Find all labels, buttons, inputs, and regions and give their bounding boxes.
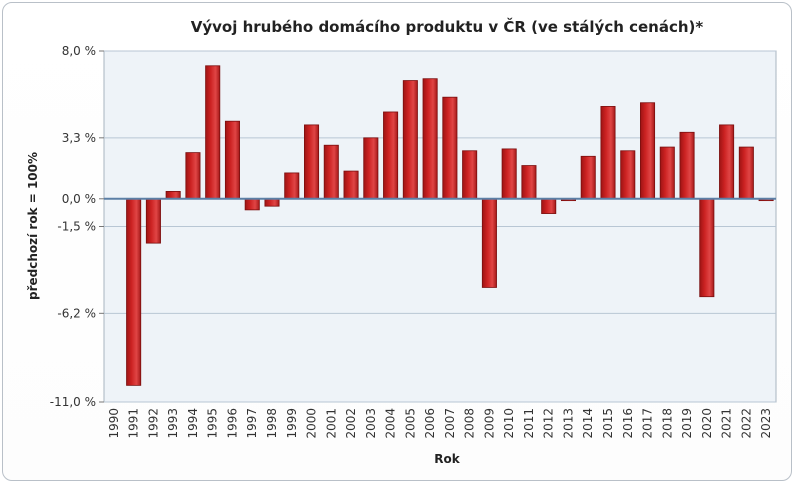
bar-2004 <box>383 111 399 200</box>
bar-2019 <box>679 131 695 200</box>
bar-2018 <box>659 146 675 200</box>
bar-1992 <box>145 198 161 244</box>
bar-1993 <box>165 190 181 200</box>
x-tick-label: 2016 <box>621 408 635 439</box>
bar-1999 <box>284 172 300 200</box>
bar-2022 <box>738 146 754 200</box>
bar-2002 <box>343 170 359 200</box>
y-tick-label: -11,0 % <box>50 395 96 409</box>
x-tick-label: 1990 <box>107 408 121 439</box>
x-tick-label: 2007 <box>443 408 457 439</box>
x-tick-label: 2004 <box>384 408 398 439</box>
x-tick-label: 2008 <box>463 408 477 439</box>
bar-1996 <box>224 120 240 200</box>
bar-2017 <box>640 102 656 200</box>
y-axis-label: předchozí rok = 100% <box>26 152 40 300</box>
y-tick-label: 0,0 % <box>62 192 96 206</box>
x-tick-label: 2012 <box>542 408 556 439</box>
x-tick-label: 2023 <box>759 408 773 439</box>
x-tick-label: 2019 <box>680 408 694 439</box>
x-tick-label: 2005 <box>403 408 417 439</box>
bar-2006 <box>422 78 438 200</box>
x-tick-label: 2015 <box>601 408 615 439</box>
x-tick-label: 2002 <box>344 408 358 439</box>
x-tick-label: 1998 <box>265 408 279 439</box>
x-tick-label: 2001 <box>324 408 338 439</box>
bar-2008 <box>462 150 478 200</box>
bar-2020 <box>699 198 715 298</box>
y-tick-label: -1,5 % <box>57 220 96 234</box>
bar-2007 <box>442 96 458 200</box>
chart-title: Vývoj hrubého domácího produktu v ČR (ve… <box>191 17 704 36</box>
x-tick-label: 2018 <box>660 408 674 439</box>
bar-2011 <box>521 165 537 200</box>
bar-2001 <box>323 144 339 200</box>
x-tick-label: 1997 <box>245 408 259 439</box>
y-tick-label: 8,0 % <box>62 44 96 58</box>
bar-2012 <box>541 198 557 214</box>
y-tick-label: 3,3 % <box>62 131 96 145</box>
x-tick-label: 1996 <box>225 408 239 439</box>
bar-2016 <box>620 150 636 200</box>
x-tick-label: 2009 <box>482 408 496 439</box>
bar-2009 <box>481 198 497 288</box>
x-tick-label: 1992 <box>146 408 160 439</box>
bar-2014 <box>580 155 596 200</box>
x-tick-label: 2003 <box>364 408 378 439</box>
x-tick-label: 2017 <box>641 408 655 439</box>
x-tick-label: 2006 <box>423 408 437 439</box>
x-tick-label: 2010 <box>502 408 516 439</box>
bar-1991 <box>126 198 142 386</box>
x-tick-label: 2011 <box>522 408 536 439</box>
bar-1995 <box>205 65 221 200</box>
x-tick-label: 2022 <box>739 408 753 439</box>
x-tick-label: 1993 <box>166 408 180 439</box>
bar-2010 <box>501 148 517 200</box>
x-tick-label: 1994 <box>186 408 200 439</box>
bar-1994 <box>185 152 201 200</box>
x-tick-label: 2014 <box>581 408 595 439</box>
y-tick-label: -6,2 % <box>57 306 96 320</box>
bar-2003 <box>363 137 379 200</box>
bar-2000 <box>304 124 320 200</box>
bar-1997 <box>244 198 260 211</box>
x-tick-label: 1999 <box>285 408 299 439</box>
bar-2005 <box>402 80 418 200</box>
x-axis-label: Rok <box>434 452 460 466</box>
x-tick-label: 2013 <box>561 408 575 439</box>
x-tick-label: 1995 <box>206 408 220 439</box>
bar-2015 <box>600 106 616 200</box>
plot-area: 8,0 % 3,3 % 0,0 % -1,5 % -6,2 % -11,0 % 1990 19… <box>50 44 777 439</box>
x-tick-label: 2020 <box>700 408 714 439</box>
bar-1998 <box>264 198 280 207</box>
x-tick-label: 1991 <box>127 408 141 439</box>
bar-2021 <box>719 124 735 200</box>
x-tick-label: 2021 <box>720 408 734 439</box>
x-tick-label: 2000 <box>305 408 319 439</box>
